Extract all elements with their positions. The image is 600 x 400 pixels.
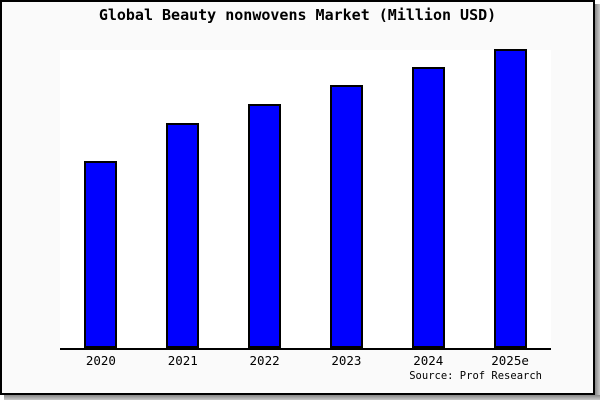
bar-2021: [166, 123, 200, 348]
x-tick-label-2020: 2020: [85, 353, 116, 368]
x-tick-label-2025e: 2025e: [491, 353, 529, 368]
bar-2020: [84, 161, 118, 348]
x-tick-label-2022: 2022: [249, 353, 280, 368]
x-tick-label-2024: 2024: [413, 353, 444, 368]
bar-2022: [248, 104, 282, 348]
x-axis-labels: 2020 2021 2022 2023 2024 2025e: [60, 353, 551, 369]
bar-2023: [329, 85, 363, 348]
bar-2024: [411, 67, 445, 348]
bar-2025e: [493, 49, 527, 348]
drop-shadow-right: [595, 4, 600, 400]
x-tick-label-2023: 2023: [331, 353, 362, 368]
source-credit: Source: Prof Research: [409, 370, 542, 382]
chart-title: Global Beauty nonwovens Market (Million …: [98, 6, 497, 24]
chart-frame: Global Beauty nonwovens Market (Million …: [0, 0, 595, 395]
drop-shadow-bottom: [4, 395, 600, 400]
x-tick-label-2021: 2021: [167, 353, 198, 368]
plot-area: [60, 49, 551, 350]
